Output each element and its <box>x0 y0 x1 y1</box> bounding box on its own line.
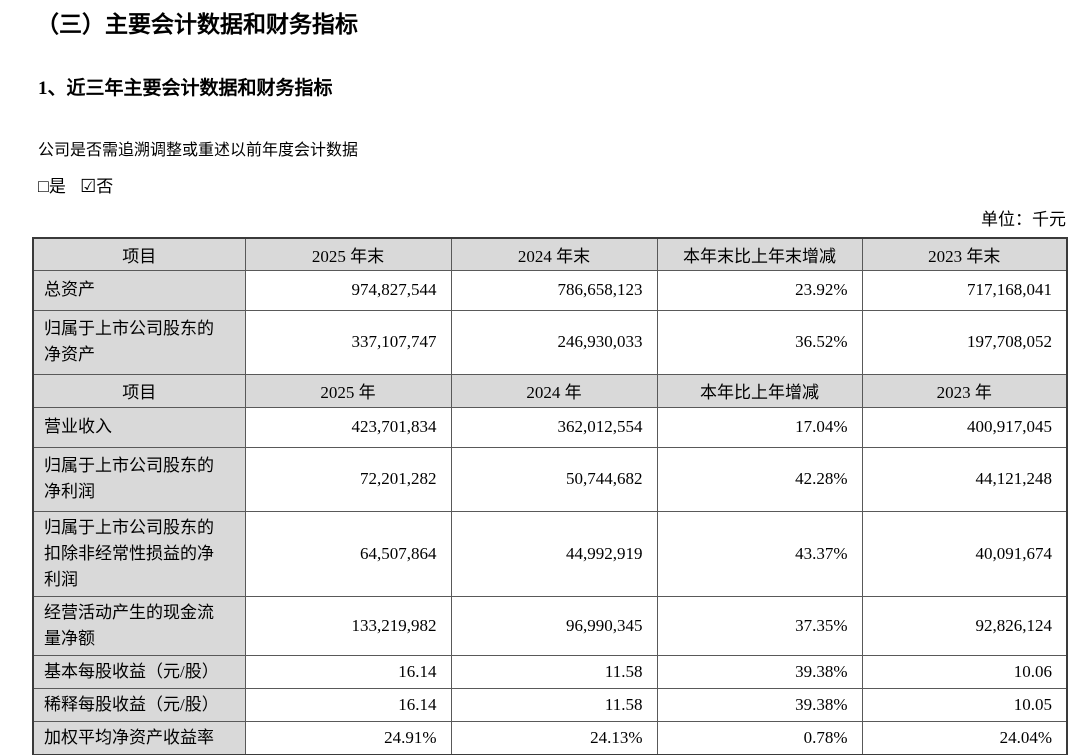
value-cell: 43.37% <box>656 510 863 597</box>
table-row-total-assets: 总资产 974,827,544 786,658,123 23.92% 717,1… <box>32 269 1068 311</box>
table-row-net-assets: 归属于上市公司股东的净资产 337,107,747 246,930,033 36… <box>32 309 1068 375</box>
header-cell-2024-yearend: 2024 年末 <box>450 237 658 271</box>
row-label-cell: 归属于上市公司股东的净利润 <box>32 446 246 512</box>
value-cell: 10.05 <box>861 687 1068 722</box>
header-cell-2023: 2023 年 <box>861 373 1068 408</box>
value-cell: 974,827,544 <box>244 269 452 311</box>
financial-indicators-table: 项目 2025 年末 2024 年末 本年末比上年末增减 2023 年末 总资产… <box>32 237 1068 755</box>
header-cell-2025: 2025 年 <box>244 373 452 408</box>
value-cell: 337,107,747 <box>244 309 452 375</box>
table-row-weighted-avg-roe: 加权平均净资产收益率 24.91% 24.13% 0.78% 24.04% <box>32 720 1068 755</box>
value-cell: 0.78% <box>656 720 863 755</box>
value-cell: 400,917,045 <box>861 406 1068 448</box>
row-label-cell: 总资产 <box>32 269 246 311</box>
value-cell: 11.58 <box>450 654 658 689</box>
table-row-diluted-eps: 稀释每股收益（元/股） 16.14 11.58 39.38% 10.05 <box>32 687 1068 722</box>
value-cell: 44,121,248 <box>861 446 1068 512</box>
value-cell: 24.04% <box>861 720 1068 755</box>
value-cell: 23.92% <box>656 269 863 311</box>
table-header-row-yearend: 项目 2025 年末 2024 年末 本年末比上年末增减 2023 年末 <box>32 237 1068 271</box>
value-cell: 36.52% <box>656 309 863 375</box>
value-cell: 16.14 <box>244 687 452 722</box>
checkbox-no-label: 否 <box>96 177 114 196</box>
value-cell: 39.38% <box>656 654 863 689</box>
value-cell: 17.04% <box>656 406 863 448</box>
row-label-cell: 加权平均净资产收益率 <box>32 720 246 755</box>
value-cell: 24.13% <box>450 720 658 755</box>
value-cell: 40,091,674 <box>861 510 1068 597</box>
row-label-cell: 营业收入 <box>32 406 246 448</box>
value-cell: 37.35% <box>656 595 863 656</box>
header-cell-2025-yearend: 2025 年末 <box>244 237 452 271</box>
header-cell-2024: 2024 年 <box>450 373 658 408</box>
table-row-net-profit-excl-nonrecurring: 归属于上市公司股东的扣除非经常性损益的净利润 64,507,864 44,992… <box>32 510 1068 597</box>
checkbox-row: □是 ☑否 <box>38 174 1066 199</box>
value-cell: 42.28% <box>656 446 863 512</box>
value-cell: 24.91% <box>244 720 452 755</box>
checkbox-yes-label: 是 <box>48 177 66 196</box>
header-cell-yearend-change: 本年末比上年末增减 <box>656 237 863 271</box>
value-cell: 50,744,682 <box>450 446 658 512</box>
table-row-revenue: 营业收入 423,701,834 362,012,554 17.04% 400,… <box>32 406 1068 448</box>
checkbox-unchecked-icon: □ <box>38 176 49 196</box>
checkbox-checked-icon: ☑ <box>80 176 97 196</box>
value-cell: 39.38% <box>656 687 863 722</box>
row-label-cell: 稀释每股收益（元/股） <box>32 687 246 722</box>
row-label-cell: 基本每股收益（元/股） <box>32 654 246 689</box>
value-cell: 64,507,864 <box>244 510 452 597</box>
value-cell: 44,992,919 <box>450 510 658 597</box>
value-cell: 92,826,124 <box>861 595 1068 656</box>
checkbox-yes: □是 <box>38 176 66 196</box>
value-cell: 717,168,041 <box>861 269 1068 311</box>
header-cell-item: 项目 <box>32 373 246 408</box>
value-cell: 96,990,345 <box>450 595 658 656</box>
row-label-cell: 归属于上市公司股东的净资产 <box>32 309 246 375</box>
value-cell: 423,701,834 <box>244 406 452 448</box>
restatement-question: 公司是否需追溯调整或重述以前年度会计数据 <box>38 142 359 159</box>
subsection-title: 1、近三年主要会计数据和财务指标 <box>38 78 333 99</box>
value-cell: 10.06 <box>861 654 1068 689</box>
table-row-basic-eps: 基本每股收益（元/股） 16.14 11.58 39.38% 10.06 <box>32 654 1068 689</box>
value-cell: 72,201,282 <box>244 446 452 512</box>
value-cell: 362,012,554 <box>450 406 658 448</box>
unit-label: 单位：千元 <box>981 210 1066 229</box>
value-cell: 786,658,123 <box>450 269 658 311</box>
section-title: （三）主要会计数据和财务指标 <box>36 12 358 37</box>
value-cell: 16.14 <box>244 654 452 689</box>
value-cell: 246,930,033 <box>450 309 658 375</box>
header-cell-annual-change: 本年比上年增减 <box>656 373 863 408</box>
table-header-row-annual: 项目 2025 年 2024 年 本年比上年增减 2023 年 <box>32 373 1068 408</box>
table-row-operating-cashflow: 经营活动产生的现金流量净额 133,219,982 96,990,345 37.… <box>32 595 1068 656</box>
header-cell-item: 项目 <box>32 237 246 271</box>
row-label-cell: 经营活动产生的现金流量净额 <box>32 595 246 656</box>
table-row-net-profit: 归属于上市公司股东的净利润 72,201,282 50,744,682 42.2… <box>32 446 1068 512</box>
row-label-cell: 归属于上市公司股东的扣除非经常性损益的净利润 <box>32 510 246 597</box>
value-cell: 11.58 <box>450 687 658 722</box>
header-cell-2023-yearend: 2023 年末 <box>861 237 1068 271</box>
checkbox-no: ☑否 <box>80 176 114 196</box>
value-cell: 197,708,052 <box>861 309 1068 375</box>
value-cell: 133,219,982 <box>244 595 452 656</box>
